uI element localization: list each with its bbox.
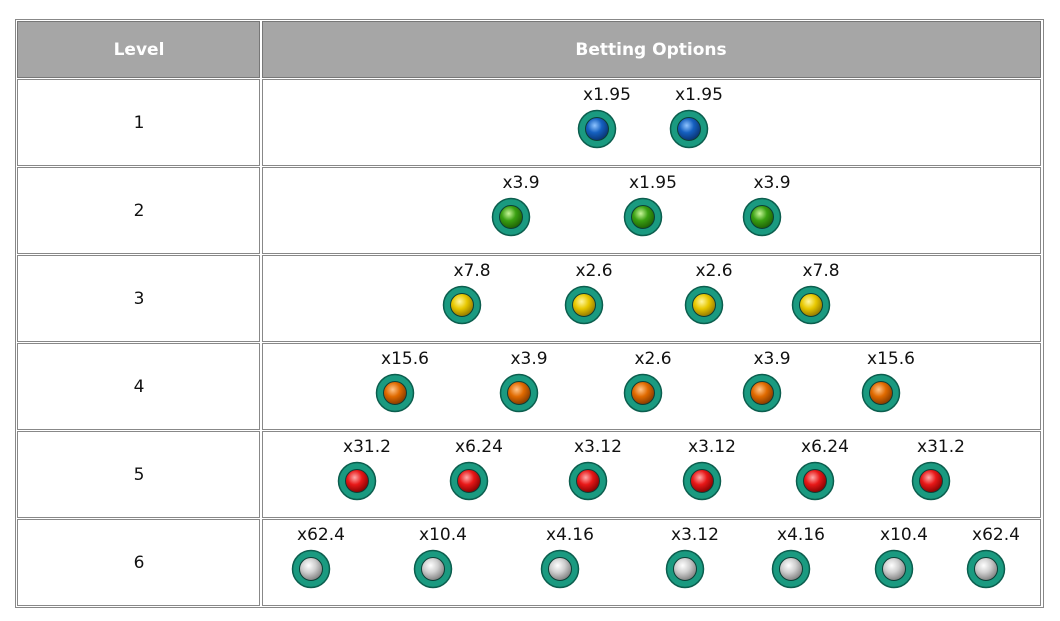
option-odds: x2.6 (695, 261, 732, 281)
option-ball[interactable] (383, 381, 407, 405)
option-odds: x62.4 (297, 525, 345, 545)
option-odds: x3.12 (671, 525, 719, 545)
option-odds: x1.95 (629, 173, 677, 193)
header-label: Betting Options (575, 40, 726, 60)
option-ball[interactable] (779, 557, 803, 581)
option-odds: x3.9 (510, 349, 547, 369)
level-label: 5 (134, 465, 145, 485)
option-odds: x31.2 (343, 437, 391, 457)
level-cell (17, 519, 260, 606)
option-odds: x6.24 (455, 437, 503, 457)
option-ball[interactable] (548, 557, 572, 581)
options-cell (262, 431, 1041, 518)
option-ball[interactable] (750, 205, 774, 229)
option-ball[interactable] (572, 293, 596, 317)
level-label: 2 (134, 201, 145, 221)
level-cell (17, 167, 260, 254)
level-cell (17, 255, 260, 342)
option-ball[interactable] (421, 557, 445, 581)
level-label: 1 (134, 113, 145, 133)
option-odds: x31.2 (917, 437, 965, 457)
option-odds: x3.12 (574, 437, 622, 457)
option-odds: x4.16 (777, 525, 825, 545)
option-ball[interactable] (673, 557, 697, 581)
option-odds: x62.4 (972, 525, 1020, 545)
option-ball[interactable] (690, 469, 714, 493)
option-odds: x2.6 (575, 261, 612, 281)
option-ball[interactable] (345, 469, 369, 493)
option-odds: x1.95 (675, 85, 723, 105)
option-ball[interactable] (457, 469, 481, 493)
option-ball[interactable] (507, 381, 531, 405)
level-label: 3 (134, 289, 145, 309)
level-cell (17, 79, 260, 166)
option-ball[interactable] (450, 293, 474, 317)
option-ball[interactable] (869, 381, 893, 405)
header-cell (262, 21, 1041, 78)
level-cell (17, 431, 260, 518)
option-odds: x6.24 (801, 437, 849, 457)
options-cell (262, 255, 1041, 342)
option-ball[interactable] (974, 557, 998, 581)
option-ball[interactable] (576, 469, 600, 493)
level-cell (17, 343, 260, 430)
option-ball[interactable] (585, 117, 609, 141)
option-ball[interactable] (499, 205, 523, 229)
option-ball[interactable] (631, 205, 655, 229)
option-ball[interactable] (882, 557, 906, 581)
option-ball[interactable] (750, 381, 774, 405)
option-odds: x7.8 (802, 261, 839, 281)
option-ball[interactable] (919, 469, 943, 493)
level-label: 6 (134, 553, 145, 573)
option-odds: x15.6 (381, 349, 429, 369)
option-odds: x10.4 (419, 525, 467, 545)
option-ball[interactable] (299, 557, 323, 581)
option-odds: x3.9 (753, 349, 790, 369)
option-ball[interactable] (677, 117, 701, 141)
option-ball[interactable] (803, 469, 827, 493)
option-odds: x3.9 (502, 173, 539, 193)
header-cell (17, 21, 260, 78)
level-label: 4 (134, 377, 145, 397)
option-odds: x10.4 (880, 525, 928, 545)
option-odds: x2.6 (634, 349, 671, 369)
options-cell (262, 79, 1041, 166)
option-ball[interactable] (631, 381, 655, 405)
option-odds: x15.6 (867, 349, 915, 369)
option-odds: x1.95 (583, 85, 631, 105)
option-ball[interactable] (692, 293, 716, 317)
option-ball[interactable] (799, 293, 823, 317)
option-odds: x3.9 (753, 173, 790, 193)
option-odds: x4.16 (546, 525, 594, 545)
option-odds: x7.8 (453, 261, 490, 281)
option-odds: x3.12 (688, 437, 736, 457)
header-label: Level (114, 40, 165, 60)
